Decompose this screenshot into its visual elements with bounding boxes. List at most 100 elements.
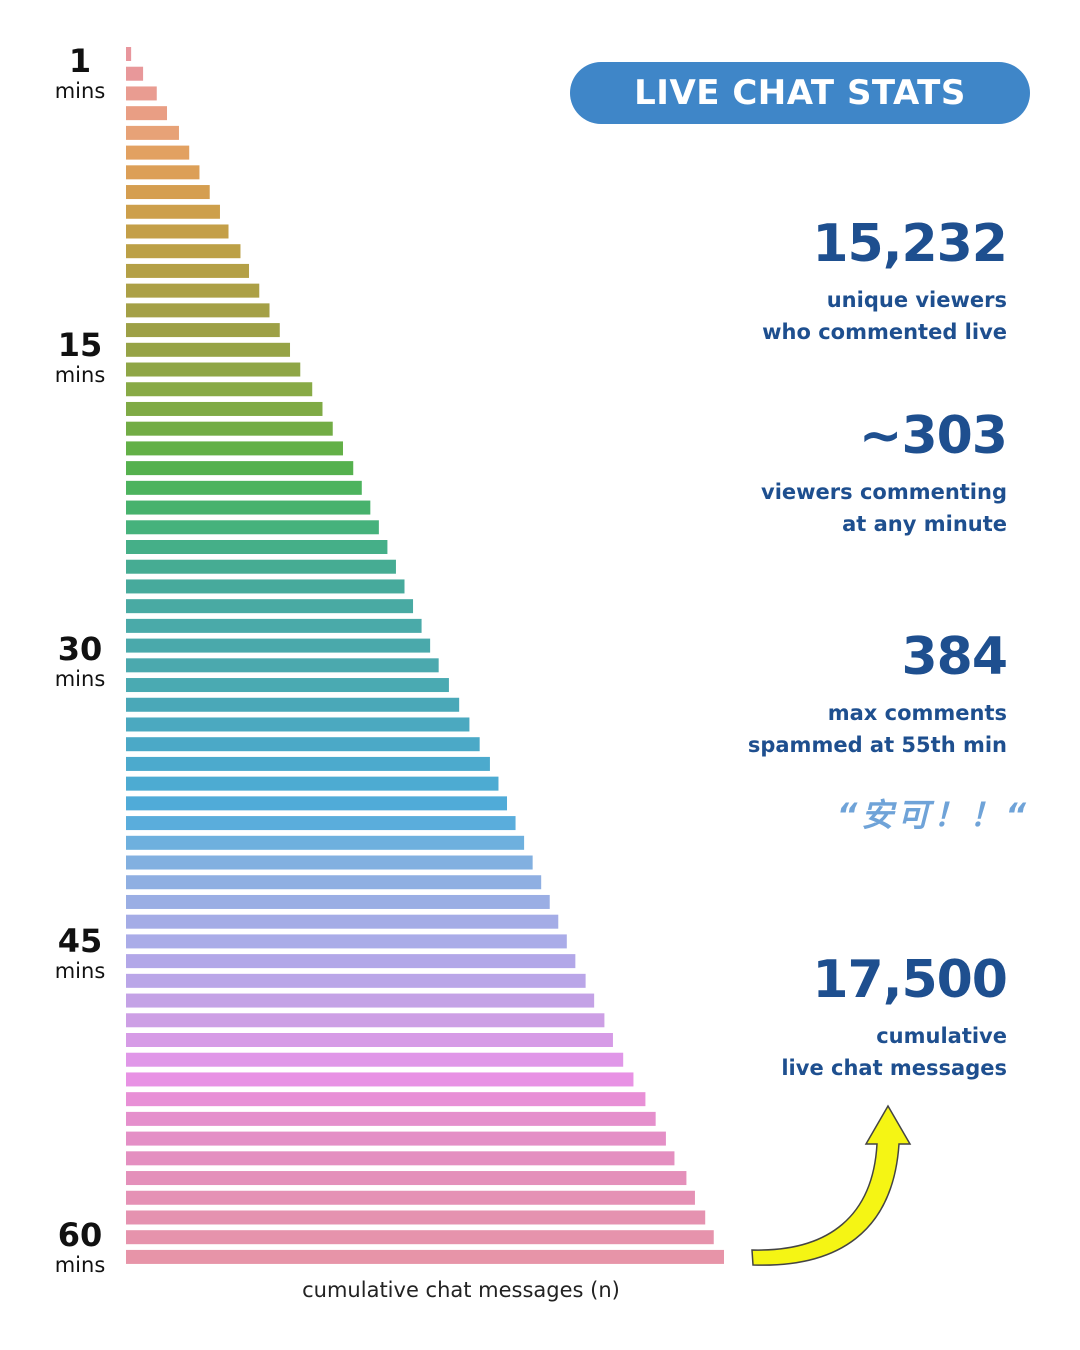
bar-minute-37 <box>126 756 490 771</box>
bar-minute-50 <box>126 1013 605 1028</box>
y-tick-unit: mins <box>55 363 106 387</box>
bar-minute-41 <box>126 835 525 850</box>
bar-minute-7 <box>126 165 200 180</box>
x-axis-label: cumulative chat messages (n) <box>302 1278 620 1302</box>
stat-value: 17,500 <box>812 950 1008 1010</box>
stat-unique-viewers: 15,232 unique viewers who commented live <box>762 214 1008 348</box>
bar-minute-53 <box>126 1072 634 1087</box>
stat-value: 384 <box>901 627 1008 687</box>
bar-minute-25 <box>126 520 379 535</box>
stat-desc-line: max comments <box>827 701 1007 725</box>
y-tick-number: 15 <box>58 326 103 364</box>
bar-minute-51 <box>126 1033 613 1047</box>
bar-minute-32 <box>126 658 439 673</box>
stat-description: viewers commenting at any minute <box>761 476 1007 540</box>
bar-minute-19 <box>126 401 323 416</box>
bar-minute-34 <box>126 697 460 712</box>
bar-minute-48 <box>126 973 586 988</box>
bar-minute-30 <box>126 618 422 633</box>
bar-minute-35 <box>126 717 470 732</box>
stat-desc-line: spammed at 55th min <box>747 733 1007 757</box>
bar-minute-62 <box>126 1249 724 1264</box>
stat-desc-line: live chat messages <box>781 1056 1007 1080</box>
bar-minute-12 <box>126 263 250 278</box>
stat-value: ~303 <box>858 406 1008 466</box>
encore-quote: “安可！！“ <box>836 796 1030 834</box>
y-tick-unit: mins <box>55 79 106 103</box>
bar-minute-2 <box>126 66 144 81</box>
bar-minute-16 <box>126 342 291 357</box>
bar-minute-10 <box>126 224 229 239</box>
bar-minute-44 <box>126 894 550 909</box>
stat-desc-line: who commented live <box>762 320 1007 344</box>
bar-minute-14 <box>126 303 270 318</box>
bar-minute-26 <box>126 540 388 554</box>
up-arrow-icon <box>751 1104 912 1266</box>
y-tick-number: 30 <box>58 630 103 668</box>
bar-minute-11 <box>126 244 241 259</box>
stat-description: max comments spammed at 55th min <box>748 697 1007 761</box>
bar-minute-36 <box>126 737 480 752</box>
bar-minute-18 <box>126 382 313 397</box>
bar-minute-57 <box>126 1151 675 1166</box>
stat-desc-line: viewers commenting <box>761 480 1007 504</box>
bar-minute-27 <box>126 559 396 574</box>
title-badge: LIVE CHAT STATS <box>570 62 1030 124</box>
y-tick-unit: mins <box>55 667 106 691</box>
bar-minute-54 <box>126 1092 646 1107</box>
bar-minute-45 <box>126 914 559 929</box>
y-tick-number: 60 <box>58 1216 103 1254</box>
bar-minute-22 <box>126 461 354 476</box>
bars <box>126 47 724 1264</box>
stat-desc-line: at any minute <box>842 512 1007 536</box>
stat-viewers-per-minute: ~303 viewers commenting at any minute <box>761 406 1008 540</box>
bar-minute-59 <box>126 1190 695 1205</box>
bar-minute-40 <box>126 816 516 831</box>
bar-minute-55 <box>126 1111 656 1126</box>
bar-minute-39 <box>126 796 508 811</box>
bar-minute-47 <box>126 954 576 969</box>
stat-cumulative-messages: 17,500 cumulative live chat messages <box>781 950 1008 1084</box>
bar-minute-31 <box>126 638 431 653</box>
y-tick-unit: mins <box>55 959 106 983</box>
bar-minute-42 <box>126 855 533 870</box>
bar-minute-43 <box>126 875 542 890</box>
stat-max-comments: 384 max comments spammed at 55th min <box>748 627 1008 761</box>
bar-minute-3 <box>126 86 157 101</box>
bar-minute-60 <box>126 1210 706 1225</box>
bar-minute-4 <box>126 106 168 121</box>
bar-minute-5 <box>126 125 179 140</box>
bar-minute-9 <box>126 204 220 219</box>
bar-minute-1 <box>126 47 132 61</box>
stat-description: cumulative live chat messages <box>781 1020 1007 1084</box>
bar-minute-17 <box>126 362 301 377</box>
bar-minute-28 <box>126 579 405 594</box>
bar-minute-33 <box>126 678 449 693</box>
bar-minute-21 <box>126 441 343 456</box>
stat-value: 15,232 <box>812 214 1008 274</box>
bar-minute-8 <box>126 185 210 200</box>
bar-minute-52 <box>126 1052 624 1067</box>
bar-minute-29 <box>126 599 414 614</box>
y-tick-unit: mins <box>55 1253 106 1277</box>
y-tick-number: 45 <box>58 922 103 960</box>
bar-minute-20 <box>126 421 333 436</box>
y-tick-number: 1 <box>69 42 91 80</box>
stat-desc-line: unique viewers <box>826 288 1007 312</box>
bar-minute-58 <box>126 1171 687 1186</box>
bar-minute-24 <box>126 500 371 515</box>
bar-minute-15 <box>126 323 280 338</box>
stat-description: unique viewers who commented live <box>762 284 1007 348</box>
bar-minute-38 <box>126 776 499 791</box>
bar-minute-49 <box>126 993 595 1008</box>
bar-minute-46 <box>126 934 567 949</box>
bar-minute-61 <box>126 1230 714 1245</box>
stat-desc-line: cumulative <box>876 1024 1007 1048</box>
bar-minute-23 <box>126 480 362 495</box>
bar-minute-13 <box>126 283 260 298</box>
page-title: LIVE CHAT STATS <box>634 73 966 113</box>
bar-minute-56 <box>126 1131 666 1146</box>
bar-minute-6 <box>126 145 190 160</box>
